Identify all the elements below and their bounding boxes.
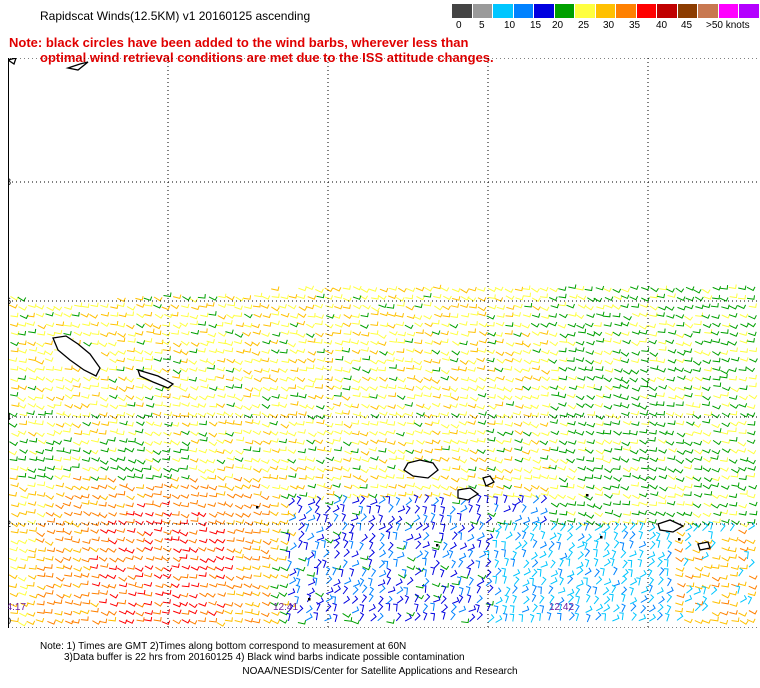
note-line-2: optimal wind retrieval conditions are me…	[40, 50, 494, 65]
time-label: 14:17	[8, 602, 26, 613]
wind-barb-group	[285, 494, 548, 623]
colorbar-label: >50 knots	[706, 20, 750, 31]
colorbar-label: 35	[629, 20, 641, 31]
colorbar-swatch	[513, 4, 534, 18]
coastlines-layer	[8, 58, 711, 601]
island-dot	[308, 598, 311, 601]
coastline	[657, 519, 685, 533]
wind-barb-group	[35, 475, 758, 625]
colorbar-swatch	[657, 4, 678, 18]
wind-barb-group	[484, 521, 756, 623]
coastline	[8, 58, 17, 66]
colorbar-label: 5	[479, 20, 485, 31]
colorbar-label: 20	[552, 20, 564, 31]
colorbar-swatch	[595, 4, 616, 18]
footer-note-2: 3)Data buffer is 22 hrs from 20160125 4)…	[64, 652, 465, 663]
colorbar-label: 15	[530, 20, 542, 31]
footer-note-1: Note: 1) Times are GMT 2)Times along bot…	[40, 641, 407, 652]
coastline	[136, 369, 175, 389]
colorbar-swatch	[534, 4, 555, 18]
coastline	[457, 487, 480, 501]
coastline	[482, 475, 495, 487]
footer-credit: NOAA/NESDIS/Center for Satellite Applica…	[242, 666, 518, 677]
latitude-label: 60	[8, 58, 11, 63]
coastline	[52, 335, 101, 377]
colorbar-swatch	[677, 4, 698, 18]
latitude-label: 58	[8, 177, 11, 187]
wind-barbs-layer	[8, 284, 758, 627]
latitude-label: 52	[8, 519, 11, 529]
colorbar-label: 40	[656, 20, 668, 31]
latitude-label: 54	[8, 412, 11, 422]
wind-map: 60585654525016516817117417714:1712:4112:…	[8, 58, 760, 628]
note-line-1: Note: black circles have been added to t…	[9, 35, 469, 50]
wind-barb-group	[287, 494, 674, 623]
time-label: 12:41	[273, 602, 298, 613]
coastline	[65, 61, 89, 71]
colorbar-swatch	[718, 4, 739, 18]
wind-barb-group	[89, 500, 234, 625]
colorbar-swatch	[739, 4, 760, 18]
colorbar-label: 0	[456, 20, 462, 31]
colorbar-swatch	[575, 4, 596, 18]
latitude-label: 56	[8, 296, 11, 306]
colorbar-swatch	[698, 4, 719, 18]
colorbar-swatch	[616, 4, 637, 18]
island-dot	[586, 494, 589, 497]
colorbar-label: 45	[681, 20, 693, 31]
wind-speed-colorbar	[452, 4, 760, 18]
time-label: 12:42	[549, 602, 574, 613]
coastline	[403, 459, 439, 479]
colorbar-label: 30	[603, 20, 615, 31]
colorbar-swatch	[452, 4, 473, 18]
colorbar-swatch	[472, 4, 493, 18]
lat-lon-grid	[8, 58, 760, 628]
island-dot	[256, 506, 259, 509]
colorbar-labels: 0 5 10 15 20 25 30 35 40 45 >50 knots	[452, 20, 760, 34]
wind-barb-group	[8, 284, 757, 627]
colorbar-swatch	[636, 4, 657, 18]
map-title: Rapidscat Winds(12.5KM) v1 20160125 asce…	[40, 9, 311, 23]
wind-barb-group	[8, 284, 758, 627]
axis-labels-layer: 60585654525016516817117417714:1712:4112:…	[8, 58, 574, 626]
island-dot	[436, 544, 439, 547]
colorbar-swatch	[554, 4, 575, 18]
island-dot	[600, 536, 603, 539]
coastline	[697, 541, 711, 551]
colorbar-label: 25	[578, 20, 590, 31]
colorbar-label: 10	[504, 20, 516, 31]
wind-barb-group	[8, 284, 758, 625]
colorbar-swatch	[493, 4, 514, 18]
latitude-label: 50	[8, 616, 11, 626]
island-dot	[678, 538, 681, 541]
